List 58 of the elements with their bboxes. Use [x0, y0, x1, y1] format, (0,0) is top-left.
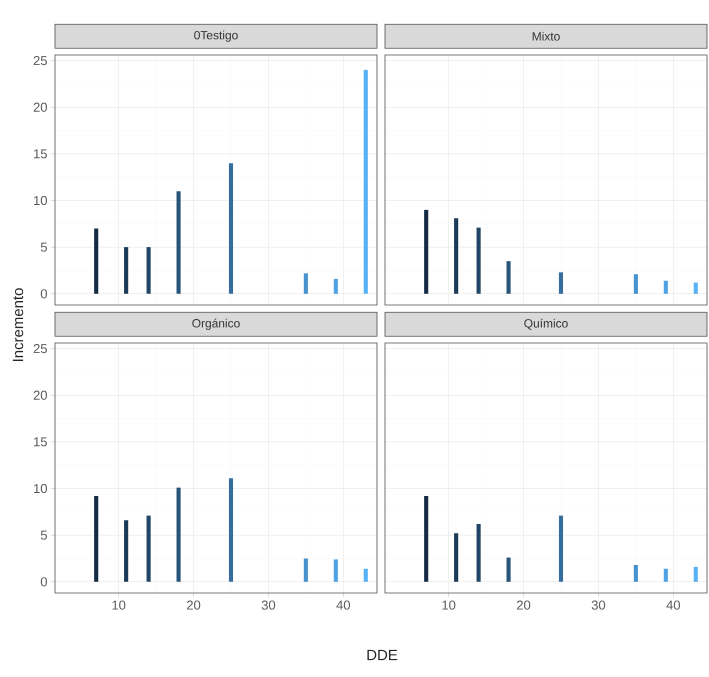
bar [664, 568, 668, 582]
bar [176, 488, 181, 582]
bar [506, 558, 511, 582]
bar [124, 520, 128, 582]
y-axis-title: Incremento [12, 288, 24, 361]
y-tick-label: 15 [34, 437, 47, 446]
bar [476, 524, 481, 582]
y-tick-label: 10 [34, 196, 47, 206]
bar [454, 218, 458, 294]
y-tick-label: 20 [34, 390, 47, 400]
bar [634, 565, 638, 582]
bar [694, 566, 698, 582]
bar [304, 558, 308, 582]
bar [364, 70, 368, 294]
bar [694, 282, 698, 294]
bar [664, 280, 668, 294]
y-tick-label: 15 [34, 149, 47, 158]
bar [558, 516, 564, 582]
x-tick-label: 10 [442, 600, 456, 610]
bar [334, 559, 338, 582]
bar [424, 210, 428, 294]
bar [634, 274, 638, 294]
x-tick-label: 10 [112, 600, 126, 610]
y-tick-label: 5 [40, 530, 47, 540]
bar [304, 273, 308, 294]
y-tick-label: 0 [40, 289, 47, 298]
x-tick-label: 40 [666, 600, 680, 610]
chart-title: 0Testigo [194, 30, 238, 42]
x-tick-label: 30 [592, 600, 606, 610]
bar [146, 516, 151, 582]
bar [94, 228, 98, 294]
chart-title: Químico [524, 318, 568, 330]
y-tick-label: 5 [40, 242, 47, 252]
y-tick-label: 25 [34, 56, 47, 66]
bar [176, 191, 181, 294]
bar [476, 228, 481, 294]
bar [558, 272, 564, 294]
chart-title: Orgánico [192, 318, 240, 330]
bar [228, 478, 234, 582]
bar [228, 163, 234, 294]
x-tick-label: 20 [516, 600, 530, 610]
bar [334, 278, 338, 294]
bar [424, 496, 428, 582]
y-tick-label: 0 [40, 577, 47, 586]
bar [364, 568, 368, 582]
y-tick-label: 10 [34, 484, 47, 494]
bar [506, 261, 511, 294]
x-tick-label: 20 [186, 600, 200, 610]
bar [94, 496, 98, 582]
x-tick-label: 30 [262, 600, 276, 610]
bar [124, 247, 128, 294]
y-tick-label: 25 [34, 344, 47, 354]
bar [454, 533, 458, 582]
x-axis-title: DDE [367, 650, 398, 660]
y-tick-label: 20 [34, 102, 47, 112]
x-tick-label: 40 [336, 600, 350, 610]
chart-title: Mixto [532, 32, 560, 41]
bar [146, 247, 151, 294]
